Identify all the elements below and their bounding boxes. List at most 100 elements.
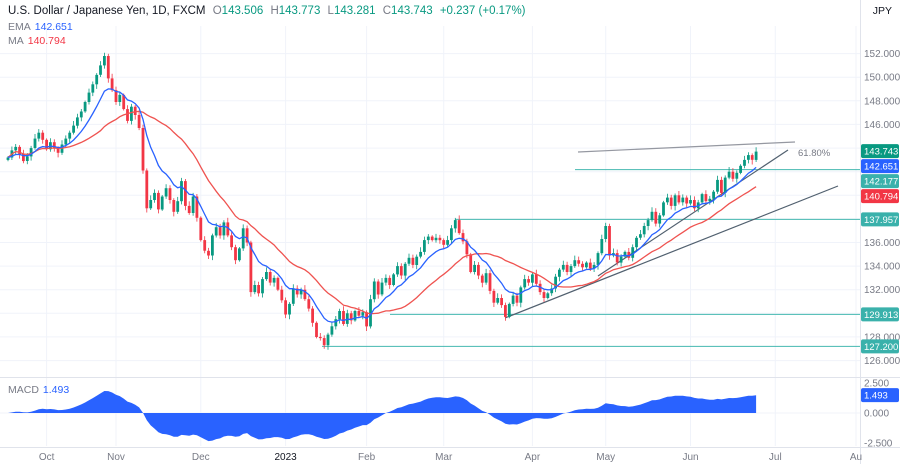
- candle-body: [261, 279, 264, 294]
- candle-body: [361, 312, 365, 316]
- candle-body: [666, 197, 669, 203]
- grid-lines: [0, 26, 860, 446]
- candle-body: [635, 237, 638, 248]
- candle-body: [743, 159, 746, 166]
- price-badge: 129.913: [861, 307, 899, 322]
- candle-body: [268, 272, 272, 283]
- candle-body: [704, 194, 708, 202]
- horizontal-levels[interactable]: [322, 169, 860, 347]
- time-tick-label: Au: [850, 452, 862, 463]
- candle-body: [708, 198, 712, 202]
- candle-body: [83, 102, 87, 112]
- candle-body: [253, 285, 257, 293]
- candle-body: [211, 235, 214, 256]
- candle-body: [322, 338, 326, 346]
- candle-body: [265, 272, 268, 280]
- fib-level-line[interactable]: [577, 141, 796, 153]
- candle-body: [164, 188, 168, 197]
- candle-body: [477, 264, 480, 276]
- time-tick-label: Jun: [682, 452, 698, 463]
- candle-body: [41, 132, 45, 140]
- candle-body: [114, 90, 118, 102]
- time-tick-label: May: [596, 452, 615, 463]
- candle-body: [222, 222, 226, 236]
- candle-body: [554, 276, 557, 289]
- candle-body: [303, 289, 307, 300]
- price-tick-label: 126.000: [864, 356, 900, 367]
- candle-body: [673, 195, 677, 206]
- price-tick-label: 148.000: [864, 96, 900, 107]
- candle-body: [712, 191, 715, 199]
- trendlines[interactable]: [504, 141, 839, 319]
- trendline[interactable]: [597, 149, 789, 277]
- candle-body: [627, 251, 631, 258]
- price-badge: 142.177: [861, 174, 899, 189]
- candle-body: [284, 300, 287, 315]
- candle-body: [511, 295, 515, 304]
- candle-body: [546, 293, 550, 298]
- candle-body: [631, 247, 635, 258]
- candle-body: [168, 188, 172, 200]
- candle-body: [376, 281, 380, 295]
- time-tick-label: Jul: [769, 452, 782, 463]
- candle-body: [588, 262, 592, 269]
- ema-line: [7, 88, 757, 323]
- candle-body: [110, 78, 114, 91]
- ma-line: [7, 110, 757, 315]
- candle-body: [450, 228, 453, 241]
- candle-body: [473, 264, 476, 272]
- candle-body: [592, 264, 596, 269]
- candle-body: [484, 273, 488, 283]
- candle-body: [299, 289, 303, 295]
- candle-body: [137, 115, 141, 128]
- candle-body: [754, 151, 758, 160]
- candle-body: [68, 132, 72, 139]
- candle-body: [534, 274, 538, 284]
- candle-body: [523, 279, 527, 288]
- candle-body: [118, 94, 122, 102]
- candle-body: [723, 177, 727, 193]
- candle-body: [700, 194, 704, 203]
- candle-body: [22, 154, 25, 162]
- candle-body: [500, 298, 503, 306]
- candle-body: [581, 263, 584, 268]
- svg-text:142.177: 142.177: [864, 177, 898, 188]
- candle-body: [569, 266, 573, 272]
- candle-body: [504, 305, 507, 317]
- candle-body: [654, 211, 658, 224]
- candle-body: [311, 308, 314, 323]
- macd-pane[interactable]: [8, 391, 757, 442]
- candle-body: [52, 142, 56, 149]
- candle-body: [415, 256, 419, 265]
- candle-body: [527, 279, 530, 283]
- candle-body: [469, 254, 473, 272]
- candle-body: [91, 84, 95, 93]
- price-axis[interactable]: 152.000 150.000 148.000 146.000 136.000 134.0…: [861, 49, 900, 450]
- candle-body: [550, 288, 554, 294]
- candle-body: [234, 247, 237, 261]
- candle-body: [157, 192, 160, 210]
- candle-body: [442, 240, 446, 245]
- candle-body: [315, 322, 318, 337]
- svg-text:143.743: 143.743: [864, 147, 898, 158]
- candle-body: [326, 334, 330, 346]
- candle-body: [650, 211, 654, 221]
- trendline[interactable]: [504, 185, 839, 319]
- candle-body: [419, 251, 422, 257]
- candlesticks: [6, 52, 758, 350]
- candle-body: [357, 311, 361, 316]
- price-badge: 140.794: [861, 189, 899, 204]
- candle-body: [353, 311, 357, 321]
- currency-axis-label: JPY: [872, 5, 892, 17]
- time-axis[interactable]: Oct Nov Dec 2023 Feb Mar Apr May Jun Jul Au: [39, 452, 862, 463]
- candle-body: [95, 74, 99, 85]
- candle-body: [480, 275, 484, 283]
- candle-body: [160, 196, 164, 210]
- candle-body: [461, 233, 465, 242]
- candle-body: [187, 205, 191, 213]
- macd-histogram-area: [8, 391, 757, 442]
- macd-tick-label: -2.500: [864, 439, 893, 450]
- candle-body: [538, 283, 542, 293]
- candle-body: [291, 288, 295, 304]
